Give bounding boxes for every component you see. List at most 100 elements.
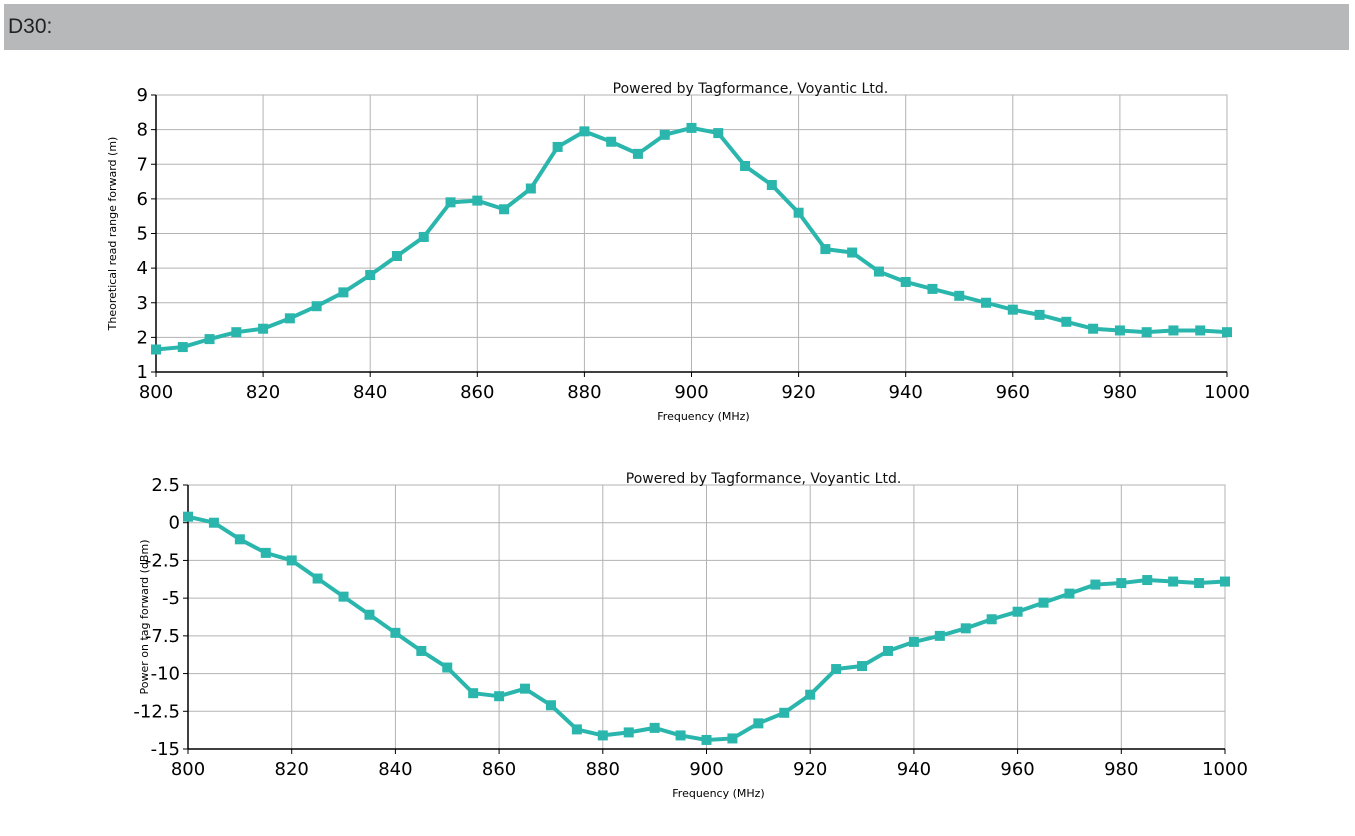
data-point (727, 733, 738, 744)
data-point (820, 244, 831, 255)
data-point (793, 207, 804, 218)
data-point (311, 301, 322, 312)
data-point (525, 183, 536, 194)
data-point (234, 534, 245, 545)
data-point (1116, 578, 1127, 589)
x-tick-label: 980 (1104, 759, 1138, 780)
x-tick-label: 840 (353, 382, 387, 403)
y-tick-label: 5 (137, 224, 148, 245)
data-point (1012, 606, 1023, 617)
data-point (766, 180, 777, 191)
y-tick-label: -15 (151, 739, 180, 760)
x-tick-label: 960 (996, 382, 1030, 403)
y-tick-label: 9 (137, 85, 148, 106)
power-on-tag-chart: 800 820 840 860 880 900 920 940 960 980 1000 2.5 0 -2… (133, 471, 1247, 800)
data-point (472, 195, 483, 206)
x-tick-label: 920 (781, 382, 815, 403)
data-point (857, 661, 868, 672)
data-point (312, 573, 323, 584)
data-point (908, 636, 919, 647)
data-point (1222, 327, 1232, 338)
x-tick-label: 960 (1000, 759, 1034, 780)
data-point (831, 664, 842, 675)
data-point (701, 734, 712, 745)
x-tick-label: 800 (171, 759, 205, 780)
data-point (960, 623, 971, 634)
data-point (1007, 304, 1018, 315)
x-tick-label: 980 (1103, 382, 1137, 403)
y-axis-title: Power on tag forward (dBm) (138, 540, 151, 695)
series-0 (151, 122, 1232, 355)
data-point (418, 231, 429, 242)
x-tick-label: 900 (674, 382, 708, 403)
data-point (934, 630, 945, 641)
x-tick-label: 860 (460, 382, 494, 403)
data-point (416, 645, 427, 656)
data-point (1061, 316, 1072, 327)
x-tick-label: 940 (897, 759, 931, 780)
x-tick-label: 880 (567, 382, 601, 403)
data-point (442, 662, 453, 673)
x-tick-label: 820 (246, 382, 280, 403)
data-point (545, 700, 556, 711)
data-point (606, 136, 617, 147)
y-tick-label: -2.5 (145, 550, 180, 571)
x-tick-label: 900 (689, 759, 723, 780)
data-point (445, 197, 456, 208)
series-0 (183, 511, 1230, 745)
data-point (597, 730, 608, 741)
y-tick-label: -7.5 (145, 626, 180, 647)
data-point (986, 614, 997, 625)
x-axis-title: Frequency (MHz) (657, 410, 749, 423)
data-point (499, 204, 510, 215)
data-point (260, 547, 271, 558)
y-tick-label: 2 (137, 327, 148, 348)
data-point (390, 627, 401, 638)
y-tick-label: 7 (137, 154, 148, 175)
data-point (1168, 325, 1179, 336)
data-point (1090, 579, 1101, 590)
data-point (177, 342, 188, 353)
data-point (847, 247, 858, 258)
data-point (151, 344, 161, 355)
x-tick-label: 800 (139, 382, 173, 403)
data-point (927, 283, 938, 294)
data-point (552, 141, 563, 152)
data-point (1220, 576, 1230, 587)
data-point (286, 555, 297, 566)
data-point (1088, 323, 1099, 334)
data-point (873, 266, 884, 277)
data-point (1195, 325, 1206, 336)
data-point (1194, 578, 1205, 589)
x-axis-title: Frequency (MHz) (672, 787, 764, 800)
data-point (753, 718, 764, 729)
x-tick-label: 1000 (1204, 382, 1250, 403)
y-tick-label: 0 (169, 513, 180, 534)
data-point (208, 517, 219, 528)
data-point (900, 276, 911, 287)
data-point (1168, 576, 1179, 587)
data-point (740, 160, 751, 171)
data-point (1141, 327, 1152, 338)
y-tick-label: -10 (151, 664, 180, 685)
data-point (686, 122, 697, 133)
data-point (204, 334, 215, 345)
data-point (338, 287, 349, 298)
data-point (649, 722, 660, 733)
data-point (365, 270, 376, 281)
data-point (183, 511, 193, 522)
data-point (231, 327, 242, 338)
data-point (258, 323, 269, 334)
data-point (520, 683, 531, 694)
data-point (571, 724, 582, 735)
data-point (364, 609, 375, 620)
watermark-text: Powered by Tagformance, Voyantic Ltd. (626, 471, 902, 487)
read-range-chart: 800 820 840 860 880 900 920 940 960 980 1000 1 2 3 4 5 6… (106, 81, 1250, 423)
x-tick-label: 880 (586, 759, 620, 780)
data-point (494, 691, 505, 702)
data-point (579, 126, 590, 137)
y-tick-label: 8 (137, 120, 148, 141)
x-tick-label: 860 (482, 759, 516, 780)
y-tick-label: -5 (162, 588, 180, 609)
data-point (1034, 309, 1045, 320)
